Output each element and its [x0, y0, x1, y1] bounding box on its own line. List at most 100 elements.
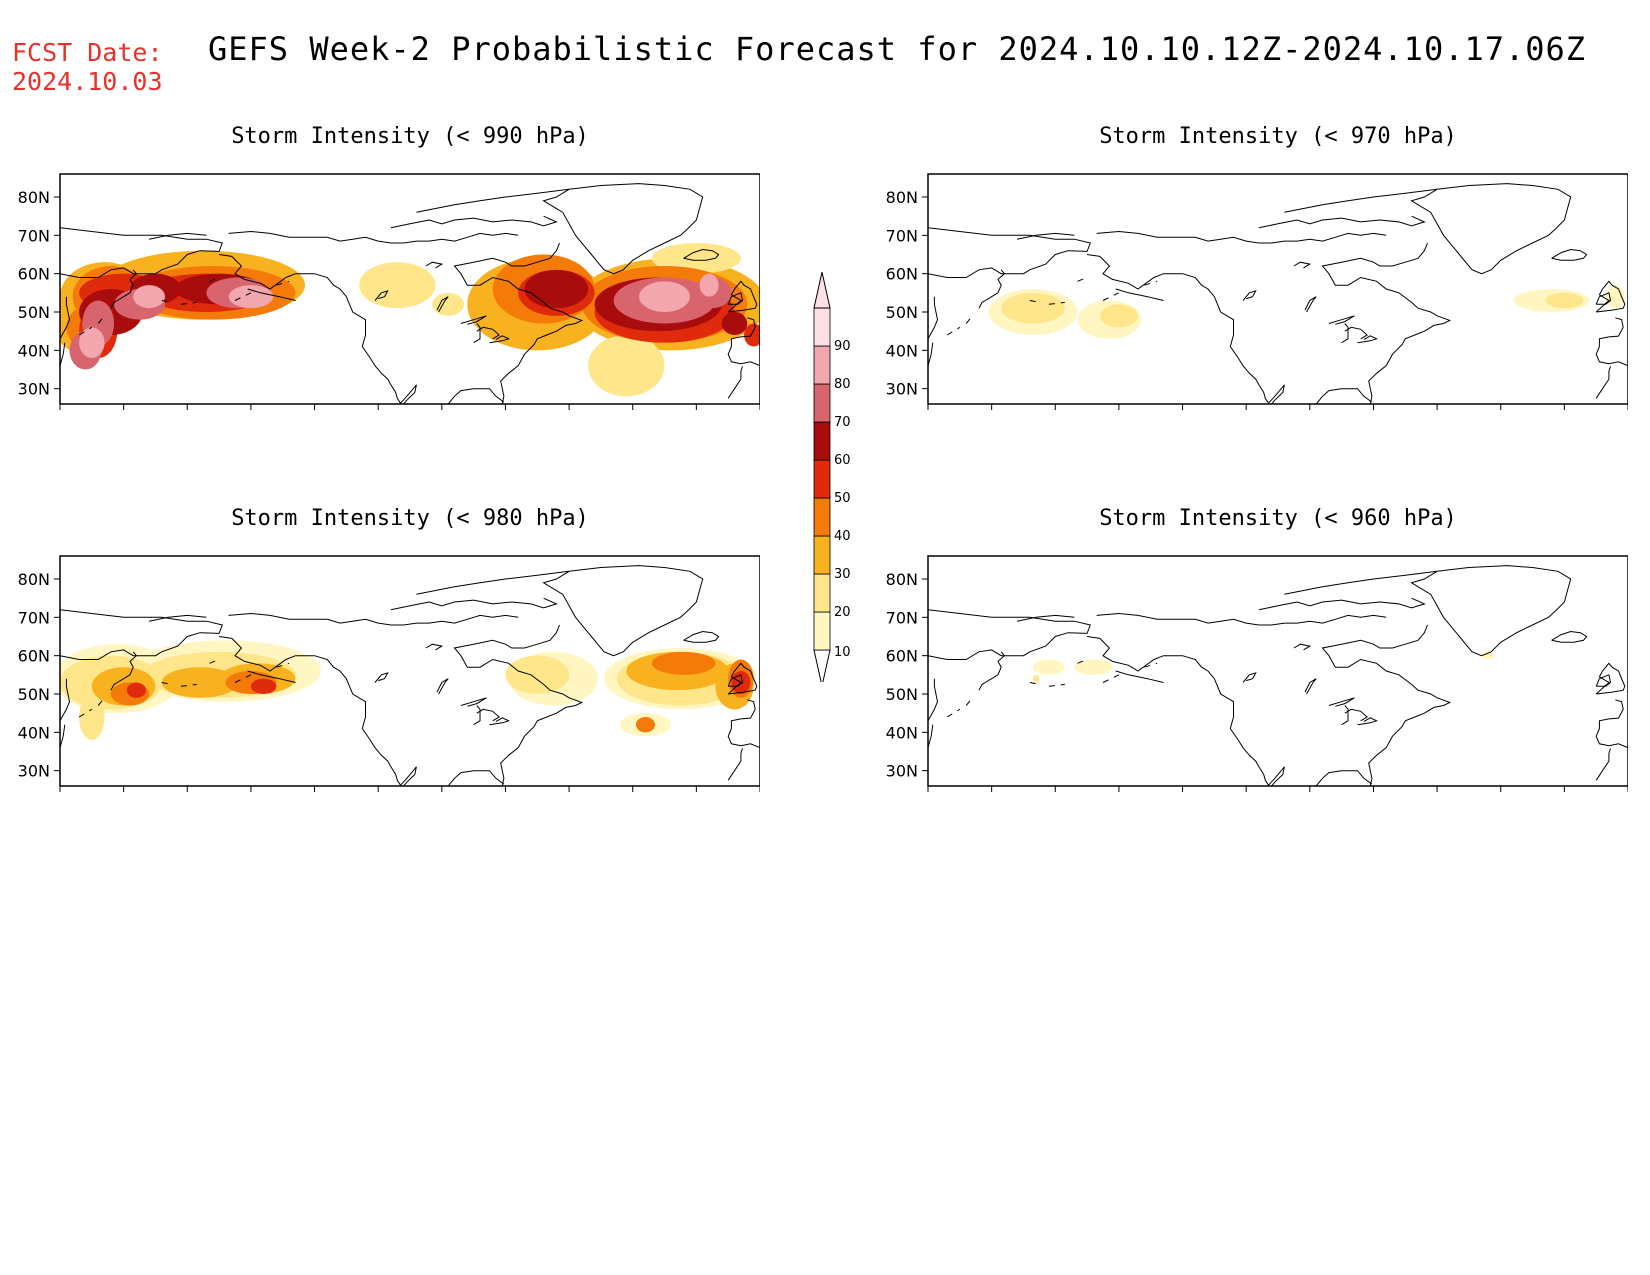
lon-tick-label: 120W [1223, 795, 1270, 796]
lon-tick-label: 20W [1546, 413, 1582, 414]
coastline [1144, 280, 1158, 286]
coastline [1258, 597, 1426, 611]
coastline [928, 678, 939, 722]
coastline [1595, 292, 1612, 305]
probability-area [651, 243, 741, 274]
coastline [436, 296, 449, 313]
coastline [1268, 384, 1285, 404]
coastline [1357, 335, 1378, 344]
lon-tick-label: 40W [615, 413, 651, 414]
coastline [1077, 277, 1088, 282]
lon-tick-label: 80W [1355, 795, 1391, 796]
coastline [1293, 643, 1312, 651]
coastline [1029, 300, 1040, 303]
lon-tick-label: 20W [678, 795, 714, 796]
coastline [1328, 315, 1355, 325]
lat-tick-label: 60N [886, 647, 918, 666]
colorbar-swatch [813, 573, 831, 613]
lon-tick-label: 140W [1159, 795, 1206, 796]
coastline [1115, 670, 1164, 683]
probability-area [79, 694, 105, 740]
colorbar-swatch [813, 611, 831, 651]
panel-title: Storm Intensity (< 980 hPa) [231, 506, 589, 531]
coastline [180, 683, 197, 687]
coastline [1321, 242, 1452, 404]
coastline [78, 326, 93, 336]
lon-tick-label: 40W [615, 795, 651, 796]
coastline [1410, 183, 1572, 275]
coastline [234, 292, 252, 301]
colorbar-label: 50 [834, 491, 851, 506]
forecast-date-value: 2024.10.03 [12, 67, 163, 96]
coastline [1410, 565, 1572, 657]
probability-field [1033, 651, 1495, 683]
coastline [1341, 705, 1349, 726]
probability-area [1033, 674, 1040, 683]
lon-tick-label: 160E [103, 413, 144, 414]
panel-title: Storm Intensity (< 990 hPa) [231, 124, 589, 149]
panel-storm-intensity-980: Storm Intensity (< 980 hPa) 140E160E1801… [0, 506, 765, 814]
coastline [60, 678, 71, 722]
lon-tick-label: 100W [419, 795, 466, 796]
colorbar-swatch [813, 345, 831, 385]
coastline [161, 300, 172, 303]
coastline [1595, 662, 1626, 695]
coastline [447, 388, 505, 404]
colorbar-label: 40 [834, 529, 851, 544]
coastline [1344, 708, 1368, 722]
coastline [928, 342, 934, 366]
probability-area [744, 323, 760, 347]
coastline [1102, 292, 1120, 301]
lon-tick-label: 120W [355, 795, 402, 796]
coastline [209, 659, 220, 664]
coastline [219, 254, 401, 404]
lat-tick-label: 60N [18, 265, 50, 284]
lat-tick-label: 40N [18, 723, 50, 742]
lon-tick-label: 80W [487, 795, 523, 796]
coastline [1304, 296, 1317, 313]
colorbar-label: 70 [834, 415, 851, 430]
probability-area [524, 269, 589, 309]
probability-area [1545, 292, 1584, 309]
coastline [1595, 317, 1628, 367]
coastline [219, 636, 401, 786]
probability-field [60, 640, 757, 740]
coastline [727, 366, 743, 399]
colorbar-label: 80 [834, 377, 851, 392]
lon-tick-label: 180 [1040, 413, 1071, 414]
coastline [425, 643, 444, 651]
probability-area [635, 717, 655, 733]
coastline [460, 697, 487, 707]
lon-tick-label: 0 [755, 795, 760, 796]
lat-tick-label: 40N [18, 341, 50, 360]
lon-tick-label: 120W [1223, 413, 1270, 414]
coastline [727, 292, 744, 305]
lat-tick-label: 30N [886, 380, 918, 399]
colorbar-swatch [813, 383, 831, 423]
coastline [1268, 766, 1285, 786]
coastline [1344, 326, 1368, 340]
lat-tick-label: 70N [886, 608, 918, 627]
coastline [965, 697, 973, 706]
lat-tick-label: 30N [886, 762, 918, 781]
coastline [1115, 288, 1164, 301]
lon-tick-label: 20W [1546, 795, 1582, 796]
lat-tick-label: 80N [886, 570, 918, 589]
coastline [1144, 662, 1158, 668]
coastline [476, 326, 500, 340]
coastline [1087, 254, 1269, 404]
coastline [453, 624, 584, 786]
coastline-layer [60, 183, 760, 404]
lat-tick-label: 60N [18, 647, 50, 666]
coastline [683, 248, 720, 261]
lon-tick-label: 60W [551, 413, 587, 414]
map-background [928, 556, 1628, 786]
coastline [727, 280, 758, 313]
coastline [390, 597, 558, 611]
lat-tick-label: 30N [18, 762, 50, 781]
coastline [436, 678, 449, 695]
map-plot: 140E 160E 180 160W 140W 120W 100W 80W 60W 40W 20W 0… [886, 555, 1633, 814]
lat-tick-label: 40N [886, 723, 918, 742]
probability-area [505, 655, 570, 694]
coastline [400, 766, 417, 786]
